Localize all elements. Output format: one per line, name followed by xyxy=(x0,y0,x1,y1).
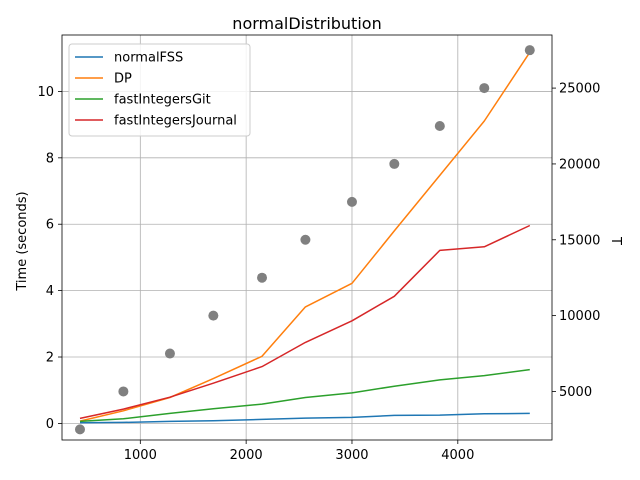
x-axis: 1000 2000 3000 4000 xyxy=(124,440,474,463)
y-axis-right: 5000 10000 15000 20000 25000 xyxy=(552,82,600,400)
scatter-point-10 xyxy=(524,45,535,56)
grid xyxy=(62,35,552,440)
scatter-point-9 xyxy=(479,83,490,94)
y2-axis-label: T xyxy=(608,236,623,245)
legend-label-0: normalFSS xyxy=(114,51,183,66)
scatter-point-6 xyxy=(346,196,357,207)
y2-tick-label-2: 15000 xyxy=(559,233,600,248)
y-axis-label: Time (seconds) xyxy=(15,191,30,291)
series-line-2 xyxy=(79,368,530,423)
scatter-point-3 xyxy=(208,310,219,321)
legend-label-3: fastIntegersJournal xyxy=(114,114,237,129)
y2-tick-label-0: 5000 xyxy=(559,385,592,400)
x-tick-label-1: 2000 xyxy=(230,448,263,463)
y-tick-label-0: 0 xyxy=(46,417,54,432)
y2-tick-label-4: 25000 xyxy=(559,82,600,97)
series-line-0 xyxy=(79,412,530,424)
x-tick-label-2: 3000 xyxy=(335,448,368,463)
scatter-point-2 xyxy=(164,348,175,359)
x-tick-label-0: 1000 xyxy=(124,448,157,463)
y-tick-label-1: 2 xyxy=(46,351,54,366)
y-axis-left: 0 2 4 6 8 10 xyxy=(37,85,62,432)
scatter-point-1 xyxy=(118,386,129,397)
y-tick-label-3: 6 xyxy=(46,218,54,233)
plot-border xyxy=(61,34,553,441)
scatter-point-4 xyxy=(257,272,268,283)
scatter-point-0 xyxy=(74,424,85,435)
legend-label-2: fastIntegersGit xyxy=(114,93,211,108)
plot-frame xyxy=(61,34,553,441)
scatter-point-7 xyxy=(389,158,400,169)
legend-label-1: DP xyxy=(114,72,132,87)
series-line-3 xyxy=(79,224,531,420)
chart-title: normalDistribution xyxy=(232,14,381,33)
legend: normalFSS DP fastIntegersGit fastIntegersJo… xyxy=(68,43,251,137)
y2-tick-label-3: 20000 xyxy=(559,157,600,172)
secondary-scatter xyxy=(74,45,535,435)
y-tick-label-4: 8 xyxy=(46,151,54,166)
series-lines xyxy=(79,51,531,424)
legend-box xyxy=(68,43,251,137)
y-tick-label-5: 10 xyxy=(37,85,54,100)
scatter-point-8 xyxy=(434,121,445,132)
scatter-point-5 xyxy=(300,234,311,245)
y-tick-label-2: 4 xyxy=(46,284,54,299)
y2-tick-label-1: 10000 xyxy=(559,309,600,324)
x-tick-label-3: 4000 xyxy=(441,448,474,463)
